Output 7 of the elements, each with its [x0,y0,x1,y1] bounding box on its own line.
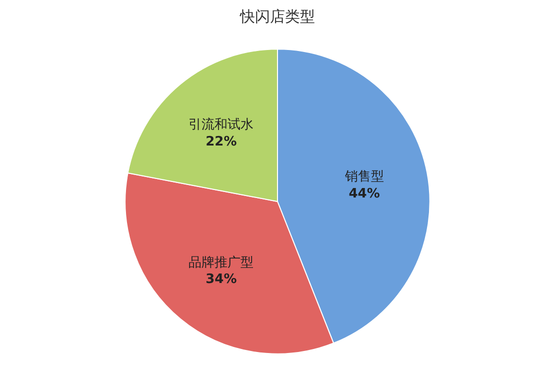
slice-label: 品牌推广型 [188,255,254,270]
slice-label: 销售型 [344,170,384,185]
data-label: 44% [348,186,380,202]
chart-title: 快闪店类型 [239,8,315,26]
data-label: 34% [206,272,237,288]
data-label: 22% [206,134,237,150]
slice-label: 引流和试水 [188,116,254,133]
